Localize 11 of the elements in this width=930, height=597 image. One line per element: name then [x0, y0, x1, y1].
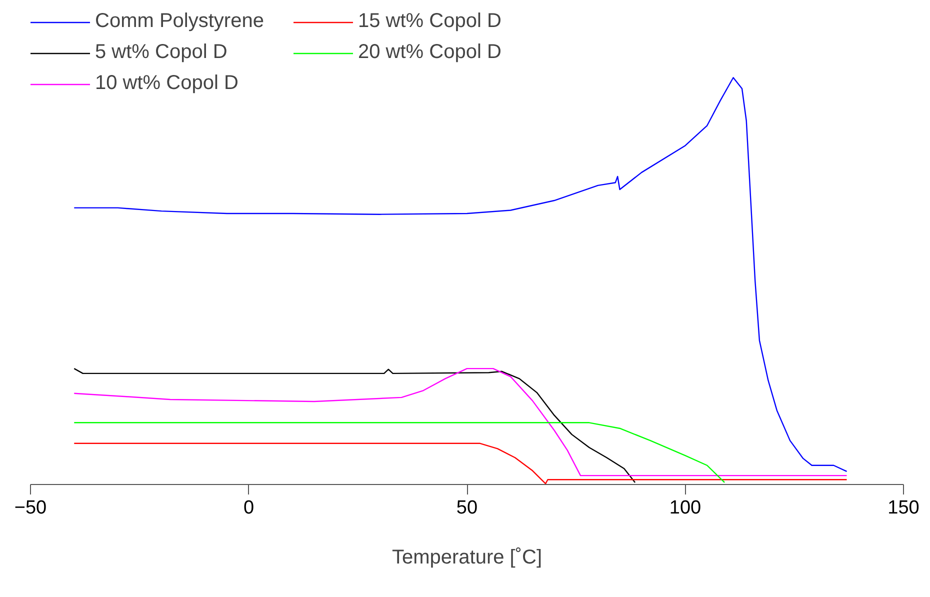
x-tick-label: −50	[14, 498, 47, 518]
x-tick-label: 150	[888, 498, 920, 518]
legend-label: 20 wt% Copol D	[358, 41, 502, 64]
x-tick-label: 50	[456, 498, 478, 518]
x-axis-title: Temperature [˚C]	[392, 546, 542, 568]
legend-label: Comm Polystyrene	[95, 10, 265, 33]
legend-label: 15 wt% Copol D	[358, 10, 502, 33]
x-tick-label: 0	[243, 498, 254, 518]
legend-label: 5 wt% Copol D	[95, 41, 228, 64]
legend-label: 10 wt% Copol D	[95, 72, 240, 95]
x-tick-label: 100	[669, 498, 702, 518]
